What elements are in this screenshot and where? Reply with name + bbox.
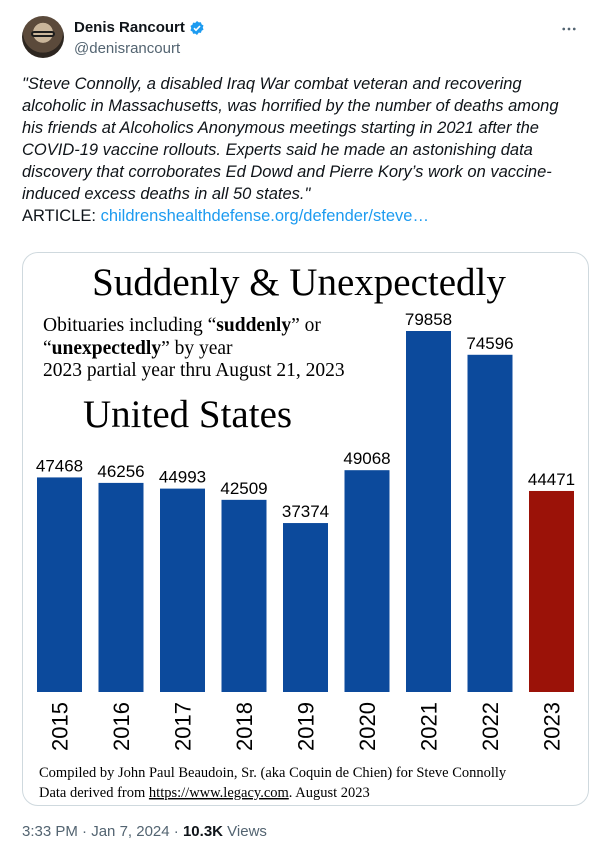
value-label-2020: 49068 (343, 449, 390, 468)
chart-subtitle-line1: Obituaries including “suddenly” or (43, 315, 321, 336)
views-count: 10.3K (182, 823, 223, 840)
tweet-quote: "Steve Connolly, a disabled Iraq War com… (22, 75, 559, 203)
category-label-2021: 2021 (417, 702, 442, 751)
footer-line1: Compiled by John Paul Beaudoin, Sr. (aka… (39, 765, 507, 781)
category-label-2018: 2018 (232, 702, 257, 751)
category-label-2020: 2020 (355, 702, 380, 751)
meta-separator: · (77, 823, 92, 840)
chart-title: Suddenly & Unexpectedly (92, 261, 506, 304)
avatar[interactable] (22, 16, 64, 58)
chart-subtitle-line3: 2023 partial year thru August 21, 2023 (43, 360, 345, 381)
author-handle[interactable]: @denisrancourt (74, 40, 181, 57)
bar-2017 (160, 488, 205, 692)
tweet-text: "Steve Connolly, a disabled Iraq War com… (22, 73, 582, 227)
verified-badge-icon (190, 20, 204, 35)
value-label-2018: 42509 (220, 479, 267, 498)
value-label-2016: 46256 (97, 462, 144, 481)
more-dots-icon[interactable] (558, 18, 580, 40)
value-label-2015: 47468 (36, 456, 83, 475)
category-label-2015: 2015 (48, 702, 73, 751)
region-label: United States (83, 393, 292, 436)
bar-2023 (529, 490, 574, 692)
bars-group: 47468 2015 46256 2016 44993 2017 42509 2018 3737… (36, 310, 575, 751)
value-label-2023: 44471 (528, 470, 575, 489)
category-label-2022: 2022 (478, 702, 503, 751)
category-label-2023: 2023 (540, 702, 565, 751)
bar-2020 (344, 470, 390, 692)
category-label-2017: 2017 (171, 702, 196, 751)
bar-2022 (467, 354, 513, 692)
meta-separator-2: · (169, 823, 183, 840)
bar-chart: Suddenly & Unexpectedly Obituaries inclu… (36, 261, 575, 801)
tweet-header: Denis Rancourt @denisrancourt (22, 14, 582, 62)
bar-2019 (283, 523, 328, 692)
category-label-2016: 2016 (109, 702, 134, 751)
value-label-2022: 74596 (466, 334, 513, 353)
views-label: Views (223, 823, 267, 840)
category-label-2019: 2019 (294, 702, 319, 751)
tweet-time[interactable]: 3:33 PM (22, 823, 78, 840)
value-label-2021: 79858 (405, 310, 452, 329)
bar-2021 (406, 331, 451, 692)
chart-subtitle-line2: “unexpectedly” by year (43, 338, 233, 359)
author-name-row: Denis Rancourt (74, 19, 205, 36)
article-link[interactable]: childrenshealthdefense.org/defender/stev… (100, 207, 429, 225)
media-image-card[interactable]: Suddenly & Unexpectedly Obituaries inclu… (22, 252, 589, 806)
tweet-date[interactable]: Jan 7, 2024 (91, 823, 170, 840)
value-label-2019: 37374 (282, 502, 329, 521)
footer-line2: Data derived from https://www.legacy.com… (39, 785, 370, 801)
author-name[interactable]: Denis Rancourt (74, 19, 185, 36)
bar-2018 (221, 499, 267, 692)
bar-2015 (37, 477, 82, 692)
value-label-2017: 44993 (159, 468, 206, 487)
bar-2016 (98, 482, 144, 692)
article-prefix: ARTICLE: (22, 207, 101, 225)
tweet-meta: 3:33 PM · Jan 7, 2024 · 10.3K Views (22, 823, 267, 840)
